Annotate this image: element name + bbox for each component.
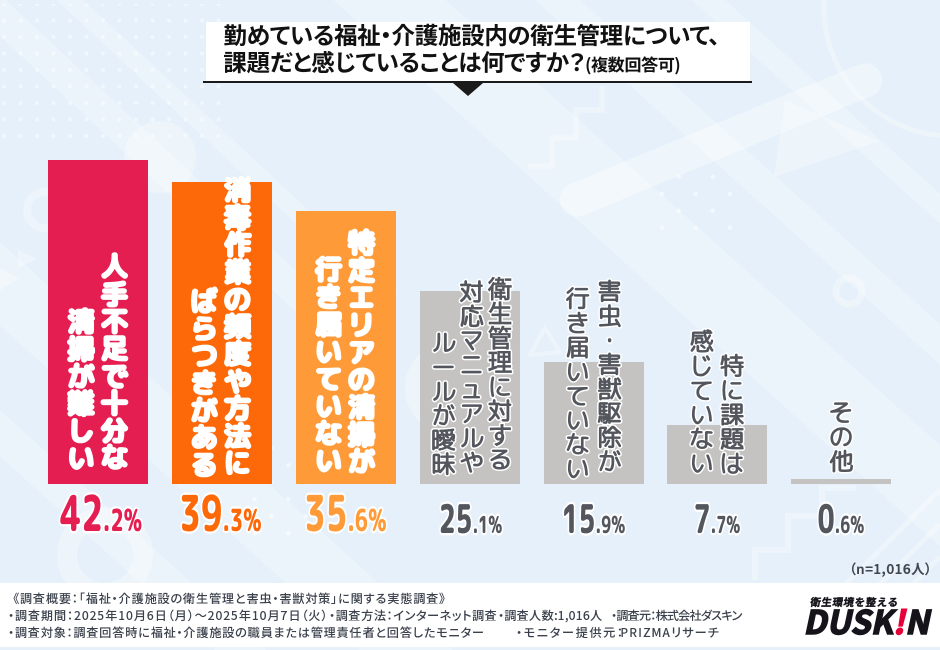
- svg-text:特定エリアの清掃が: 特定エリアの清掃が: [348, 224, 375, 480]
- svg-text:消毒作業の頻度や方法に: 消毒作業の頻度や方法に: [224, 171, 251, 482]
- svg-text:35.6%: 35.6%: [304, 479, 386, 547]
- svg-text:ルールが曖昧: ルールが曖昧: [431, 325, 456, 481]
- svg-text:対応マニュアルや: 対応マニュアルや: [459, 275, 484, 479]
- svg-text:害虫・害獣駆除が: 害虫・害獣駆除が: [597, 274, 622, 478]
- svg-text:行き届いていない: 行き届いていない: [565, 281, 590, 485]
- svg-text:その他: その他: [829, 395, 854, 478]
- svg-text:特に課題は: 特に課題は: [720, 349, 745, 480]
- svg-text:25.1%: 25.1%: [439, 491, 503, 546]
- svg-text:清掃が難しい: 清掃が難しい: [67, 302, 94, 477]
- svg-text:42.2%: 42.2%: [60, 479, 142, 547]
- svg-text:0.6%: 0.6%: [818, 491, 865, 546]
- svg-text:39.3%: 39.3%: [179, 479, 261, 547]
- svg-text:人手不足で十分な: 人手不足で十分な: [101, 247, 128, 476]
- svg-text:15.9%: 15.9%: [562, 491, 626, 546]
- svg-text:行き届いていない: 行き届いていない: [315, 250, 342, 479]
- svg-text:ばらつきがある: ばらつきがある: [190, 282, 217, 484]
- svg-text:衛生管理に対する: 衛生管理に対する: [487, 272, 512, 476]
- svg-text:7.7%: 7.7%: [694, 491, 741, 546]
- svg-text:感じていない: 感じていない: [689, 324, 714, 480]
